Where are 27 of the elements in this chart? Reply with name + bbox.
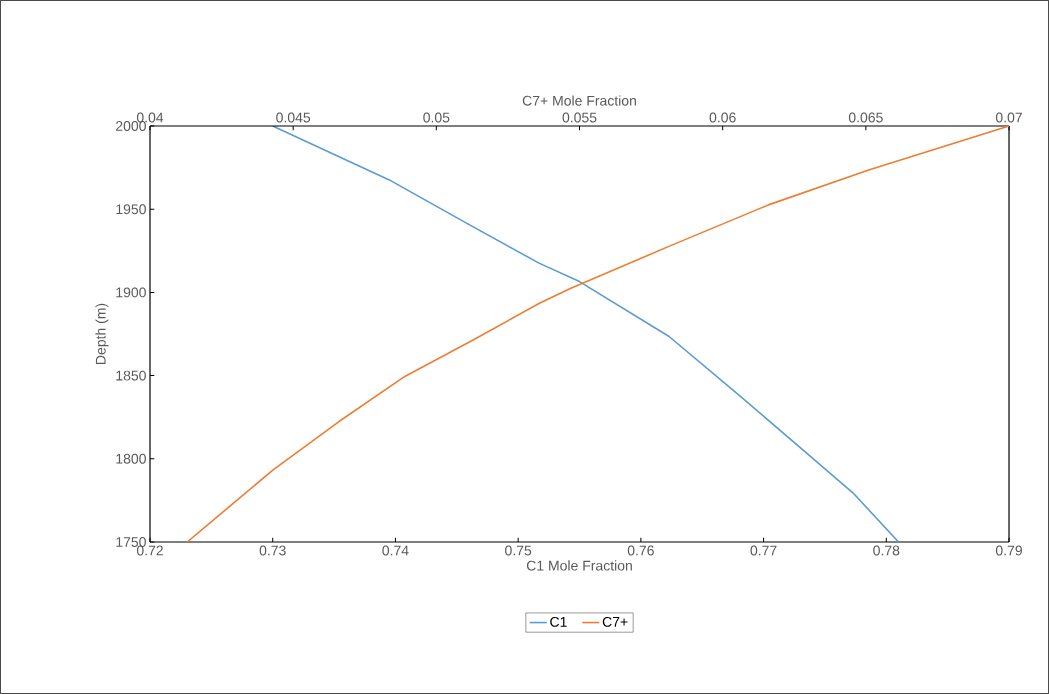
x-tick-label: 0.75 (505, 545, 532, 556)
y-axis-title: Depth (m) (95, 303, 109, 364)
line-series (271, 126, 900, 542)
x2-tick-label: 0.07 (995, 112, 1022, 123)
x-tick-label: 0.72 (136, 545, 163, 556)
y-tick-label: 1900 (116, 287, 146, 298)
y-tick-label: 1850 (116, 370, 146, 381)
y-tick-label: 1950 (116, 204, 146, 215)
x-tick-label: 0.79 (995, 545, 1022, 556)
x2-tick-label: 0.04 (136, 112, 164, 123)
x-axis-title: C1 Mole Fraction (526, 560, 632, 571)
y-tick-label: 2000 (116, 121, 146, 131)
x-tick-label: 0.78 (873, 545, 900, 556)
legend-label: C1 (550, 616, 567, 627)
x2-tick-label: 0.05 (423, 112, 450, 123)
x2-axis-title: C7+ Mole Fraction (522, 95, 636, 106)
x-tick-label: 0.77 (750, 545, 777, 556)
x2-tick-label: 0.055 (562, 112, 597, 123)
legend-label: C7+ (602, 616, 628, 627)
x-tick-label: 0.74 (382, 545, 409, 556)
x-tick-label: 0.76 (627, 545, 654, 556)
x2-tick-label: 0.065 (848, 112, 883, 123)
y-tick-label: 1800 (116, 453, 146, 464)
y-tick-label: 1750 (116, 537, 146, 547)
x2-tick-label: 0.06 (709, 112, 736, 123)
x2-tick-label: 0.045 (276, 112, 311, 123)
x-tick-label: 0.73 (259, 545, 286, 556)
